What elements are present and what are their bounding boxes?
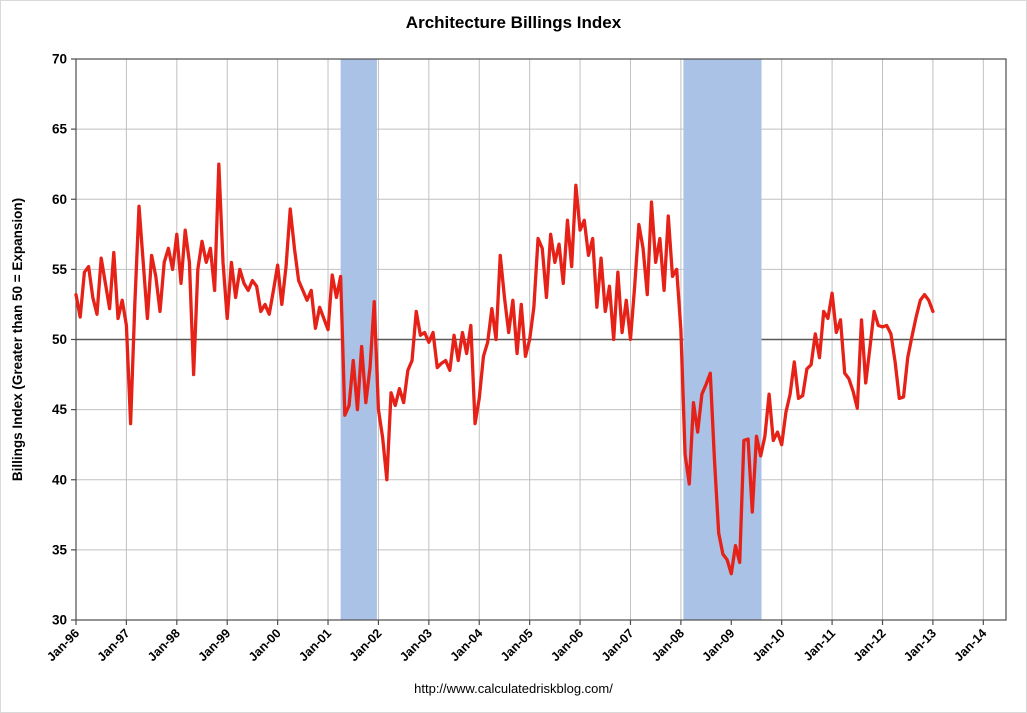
y-tick-label: 70 [52,52,67,67]
y-axis-title: Billings Index (Greater than 50 = Expans… [10,198,25,481]
chart-title: Architecture Billings Index [405,13,622,32]
y-tick-label: 40 [52,472,67,487]
x-tick-label: Jan-99 [195,626,233,664]
x-tick-label: Jan-03 [397,626,435,664]
x-tick-label: Jan-98 [145,626,183,664]
x-tick-label: Jan-01 [296,626,334,664]
x-tick-label: Jan-06 [548,626,586,664]
x-tick-label: Jan-14 [952,626,990,664]
source-url: http://www.calculatedriskblog.com/ [414,681,613,696]
x-tick-label: Jan-96 [44,626,82,664]
abi-series-line [74,162,935,576]
x-tick-labels: Jan-96 Jan-97 Jan-98 Jan-99 Jan-00 Jan-01 Jan-… [44,626,989,664]
recession-bands [340,59,762,620]
recession-band [683,59,762,620]
axis-ticks [71,58,984,625]
y-tick-label: 60 [52,192,67,207]
y-tick-label: 30 [52,613,67,628]
x-tick-label: Jan-97 [95,626,133,664]
x-tick-label: Jan-00 [246,626,284,664]
x-tick-label: Jan-11 [801,626,838,663]
y-tick-label: 55 [52,262,68,277]
x-tick-label: Jan-04 [447,626,485,664]
x-tick-label: Jan-13 [901,626,939,664]
x-tick-label: Jan-10 [750,626,788,664]
x-tick-label: Jan-09 [699,626,737,664]
x-tick-label: Jan-12 [851,626,889,664]
x-tick-label: Jan-07 [599,626,637,664]
y-tick-label: 50 [52,332,67,347]
x-tick-label: Jan-08 [649,626,687,664]
x-tick-label: Jan-05 [498,626,536,664]
y-tick-label: 35 [52,542,68,557]
y-tick-label: 45 [52,402,68,417]
x-tick-label: Jan-02 [347,626,385,664]
y-tick-labels: 30 35 40 45 50 55 60 65 70 [52,52,68,628]
y-tick-label: 65 [52,122,68,137]
